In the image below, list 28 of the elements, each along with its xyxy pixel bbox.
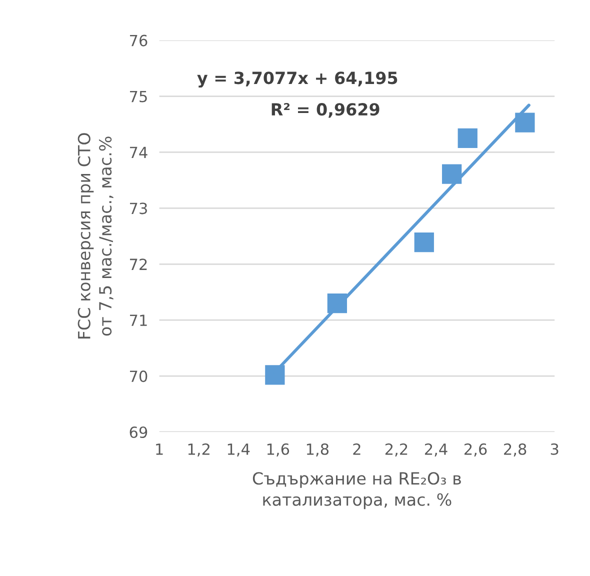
- x-tick-label: 1,4: [228, 444, 250, 456]
- x-tick-label: 1,2: [188, 443, 210, 456]
- x-tick-label: 2,8: [504, 443, 526, 456]
- y-tick-label: 76: [130, 34, 148, 46]
- point: [458, 128, 478, 148]
- point: [265, 365, 285, 385]
- y-tick-label: 71: [130, 314, 147, 326]
- point: [515, 112, 535, 132]
- x-tick-label: 2,2: [385, 443, 408, 456]
- x-axis-title: Съдържание на RE₂O₃ в катализатора, мас. %: [252, 472, 461, 510]
- annotation: y = 3,7077x + 64,195: [197, 72, 398, 88]
- y-tick-label: 72: [130, 258, 147, 270]
- x-tick-label: 1: [156, 444, 163, 455]
- y-tick-label: 73: [130, 202, 147, 214]
- x-tick-label: 1,6: [267, 443, 290, 456]
- x-tick-label: 2,6: [464, 443, 487, 456]
- y-tick-label: 70: [130, 370, 148, 382]
- x-tick-label: 1,8: [306, 443, 329, 456]
- x-tick-label: 2: [353, 443, 360, 455]
- y-tick-label: 75: [130, 90, 147, 102]
- y-tick-label: 74: [130, 146, 148, 158]
- y-axis-title: FCC конверсия при СТО от 7,5 мас./мас., мас.%: [78, 133, 114, 338]
- x-tick-label: 2,4: [424, 443, 448, 456]
- point: [414, 232, 434, 252]
- x-tick-label: 3: [550, 443, 558, 455]
- point: [442, 164, 462, 184]
- y-tick-label: 69: [130, 426, 148, 438]
- annotation: R² = 0,9629: [272, 103, 380, 118]
